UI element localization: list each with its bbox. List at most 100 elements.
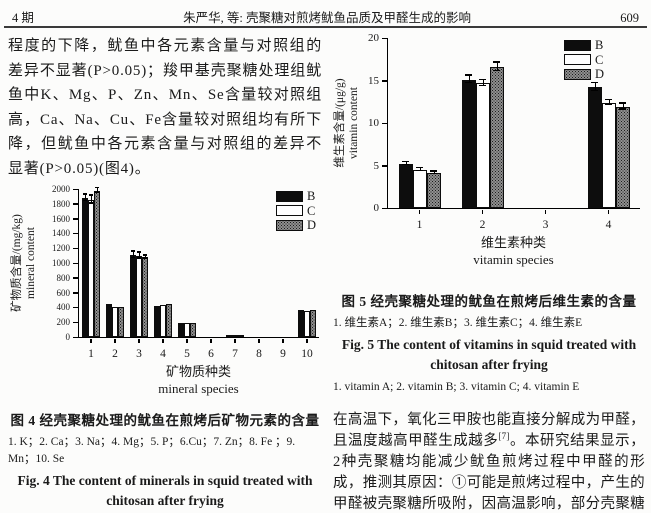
ytick-label: 0 (373, 202, 380, 214)
xtick-mark (481, 209, 484, 214)
ytick-mark (72, 218, 78, 220)
left-column: 程度的下降，鱿鱼中各元素含量与对照组的差异不显著(P>0.05)；羧甲基壳聚糖处… (8, 34, 322, 513)
err-cap (479, 84, 486, 87)
xtick-label: 3 (542, 219, 549, 231)
legend-label-D: D (306, 218, 316, 232)
fig5-caption-items-cn: 1. 维生素A；2. 维生素B；3. 维生素C；4. 维生素E (333, 317, 583, 329)
bar-fig5-C-2 (475, 83, 490, 208)
bar-fig4-D-2 (118, 307, 124, 337)
err-cap (465, 74, 472, 76)
bar-fig4-B-5 (178, 323, 184, 337)
bar-fig4-D-10 (310, 310, 316, 337)
bar-fig4-C-2 (112, 306, 118, 337)
ytick-label: 1400 (52, 228, 70, 239)
err-cap (430, 172, 437, 175)
right-paragraph-text-2: 。本研究结果显示，2种壳聚糖均能减少鱿鱼煎烤过程中甲醛的形成，推测其原因：①可能… (333, 433, 645, 512)
fig4-caption-en: Fig. 4 The content of minerals in squid … (17, 473, 313, 508)
legend-label-C: C (594, 52, 604, 67)
xtick-label: 1 (416, 219, 423, 231)
err-stem (405, 162, 407, 166)
header-issue: 4 期 (12, 11, 34, 25)
bar-fig5-D-2 (489, 66, 504, 208)
err-cap (605, 98, 612, 101)
bar-fig4-D-7 (238, 335, 244, 337)
page-header: 4 期 朱严华, 等: 壳聚糖对煎烤鱿鱼品质及甲醛生成的影响 609 (12, 7, 639, 26)
xtick-label: 10 (301, 348, 313, 360)
legend-swatch-B (563, 39, 591, 51)
fig5-caption-cn: 图 5 经壳聚糖处理的鱿鱼在煎烤后维生素的含量 (341, 294, 637, 309)
xtick-mark (138, 338, 140, 343)
bar-fig5-C-1 (412, 169, 427, 208)
err-stem (482, 80, 484, 87)
legend-label-D: D (594, 67, 604, 81)
err-stem (85, 194, 86, 202)
ytick-label: 0 (65, 332, 71, 342)
err-stem (97, 188, 98, 194)
ytick-mark (72, 336, 78, 338)
ytick-label: 5 (373, 159, 380, 172)
bar-fig4-C-10 (304, 311, 310, 337)
bar-fig5-D-4 (615, 106, 630, 208)
err-stem (496, 62, 498, 72)
legend-row: C (563, 52, 604, 67)
err-stem (608, 100, 610, 106)
xtick-mark (234, 338, 236, 343)
xtick-mark (258, 338, 260, 343)
err-cap (430, 170, 437, 172)
fig4-caption: 图 4 经壳聚糖处理的鱿鱼在煎烤后矿物元素的含量 1. K；2. Ca；3. N… (8, 409, 322, 513)
err-cap (493, 69, 500, 72)
xtick-label: 3 (136, 348, 142, 360)
ytick-mark (72, 203, 78, 205)
xtick-label: 4 (160, 348, 166, 360)
xtick-mark (282, 338, 284, 343)
xtick-label: 2 (479, 219, 486, 231)
legend-swatch-D (275, 219, 303, 231)
right-paragraph: 在高温下，氧化三甲胺也能直接分解成为甲醛，且温度越高甲醛生成越多[7]。本研究结… (333, 410, 645, 513)
ytick-mark (381, 122, 387, 124)
left-paragraph: 程度的下降，鱿鱼中各元素含量与对照组的差异不显著(P>0.05)；羧甲基壳聚糖处… (8, 38, 322, 177)
ytick-mark (72, 247, 78, 250)
bar-fig4-D-4 (166, 304, 172, 337)
fig4-xlabel-cn: 矿物质种类 (165, 364, 231, 379)
legend-row: D (563, 67, 604, 81)
err-cap (479, 78, 486, 81)
err-stem (139, 252, 140, 259)
err-stem (133, 251, 134, 259)
legend-row: B (275, 190, 316, 202)
ytick-label: 15 (368, 74, 379, 87)
bar-fig4-B-10 (298, 309, 304, 337)
xtick-label: 2 (112, 348, 118, 360)
xtick-label: 6 (208, 348, 214, 360)
bar-fig4-D-5 (190, 323, 196, 337)
err-cap (143, 257, 147, 259)
xtick-label: 4 (605, 219, 612, 231)
citation-superscript: [7] (498, 431, 510, 442)
fig4-xlabel-en: mineral species (158, 380, 239, 396)
legend-swatch-C (563, 54, 591, 65)
fig5-xlabel-cn: 维生素种类 (480, 235, 546, 250)
err-cap (591, 81, 598, 84)
ytick-label: 800 (56, 272, 71, 283)
xtick-mark (162, 338, 164, 343)
legend-label-C: C (306, 203, 316, 218)
bar-fig4-D-3 (142, 257, 148, 337)
fig4-y-axis-label: 矿物质含量/(mg/kg) mineral content (10, 189, 38, 337)
err-cap (143, 254, 147, 256)
ytick-mark (72, 232, 78, 235)
err-cap (619, 108, 626, 110)
err-cap (416, 166, 423, 169)
xtick-mark (90, 338, 92, 343)
ytick-label: 1000 (52, 258, 70, 268)
err-stem (468, 75, 470, 84)
err-stem (91, 195, 92, 204)
ytick-mark (381, 207, 387, 209)
header-rule (4, 26, 647, 28)
xtick-mark (544, 209, 547, 214)
